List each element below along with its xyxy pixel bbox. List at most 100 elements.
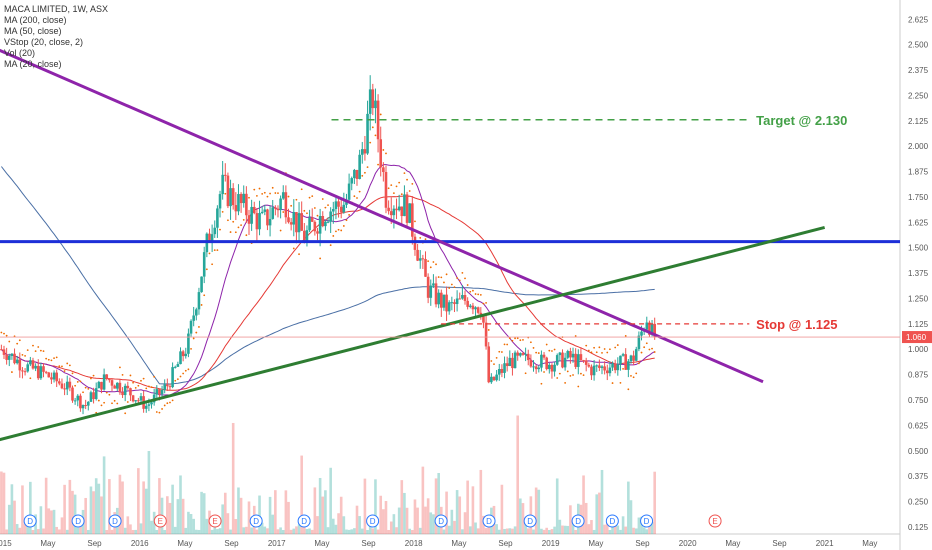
volume-bar — [274, 490, 277, 534]
candle-body — [324, 221, 327, 227]
candle-body — [421, 258, 425, 260]
chart-legend: MACA LIMITED, 1W, ASX MA (200, close) MA… — [4, 4, 108, 70]
volume-bar — [411, 529, 414, 534]
candle-body — [129, 388, 132, 396]
vstop-dot — [548, 349, 551, 352]
volume-bar — [97, 483, 101, 534]
volume-bar — [466, 480, 469, 534]
vstop-dot — [266, 195, 269, 198]
candle-body — [39, 366, 43, 379]
vstop-dot — [387, 187, 390, 190]
candle-body — [384, 172, 388, 208]
vstop-dot — [522, 339, 524, 341]
vstop-dot — [461, 271, 464, 274]
vstop-dot — [635, 372, 638, 375]
candle-body — [434, 283, 438, 305]
vstop-dot — [92, 374, 95, 377]
candle-body — [55, 372, 58, 382]
candle-body — [266, 209, 269, 226]
vstop-dot — [303, 209, 306, 212]
candle-body — [221, 174, 224, 195]
vstop-dot — [450, 283, 453, 286]
volume-bar — [611, 525, 614, 534]
vstop-dot — [308, 196, 311, 199]
candle-body — [516, 352, 520, 356]
vstop-dot — [147, 385, 150, 388]
vstop-dot — [377, 163, 379, 166]
volume-bar — [648, 520, 651, 534]
candle-body — [608, 367, 612, 374]
vstop-dot — [543, 371, 545, 373]
candle-body — [492, 376, 496, 381]
volume-bar — [463, 512, 467, 534]
vstop-dot — [440, 276, 443, 279]
volume-bar — [482, 515, 485, 534]
event-marker-label: E — [158, 517, 163, 526]
candle-body — [213, 227, 217, 235]
volume-bar — [632, 527, 635, 534]
volume-bar — [129, 524, 132, 534]
volume-bar — [389, 521, 393, 534]
vstop-dot — [90, 377, 92, 380]
vstop-dot — [74, 384, 77, 387]
candle-body — [65, 381, 69, 390]
candle-body — [192, 315, 195, 321]
candle-body — [334, 201, 338, 209]
candle-body — [621, 354, 625, 356]
candle-body — [350, 178, 354, 184]
candle-body — [574, 353, 577, 367]
candle-body — [63, 388, 66, 390]
candle-body — [468, 305, 472, 307]
volume-bar — [55, 526, 58, 534]
candle-body — [487, 346, 491, 383]
candle-body — [197, 292, 201, 310]
candle-body — [450, 302, 454, 304]
vstop-dot — [195, 331, 198, 334]
volume-bar — [500, 484, 504, 534]
vstop-dot — [182, 372, 185, 375]
vstop-dot — [76, 381, 79, 383]
candle-body — [7, 355, 11, 360]
vstop-dot — [342, 225, 345, 227]
vstop-dot — [66, 362, 69, 365]
volume-bar — [155, 529, 159, 534]
vstop-dot — [216, 249, 219, 252]
vstop-dot — [482, 302, 485, 305]
candle-body — [181, 351, 185, 357]
volume-bar — [563, 525, 567, 534]
vstop-dot — [529, 341, 532, 344]
y-tick-label: 1.875 — [908, 168, 929, 177]
vstop-dot — [39, 349, 42, 352]
candle-body — [260, 211, 264, 214]
x-tick-label: May — [40, 539, 55, 548]
candle-body — [347, 183, 351, 200]
volume-bar — [31, 529, 35, 534]
volume-bar — [537, 489, 541, 534]
x-tick-label: 2019 — [542, 539, 560, 548]
vstop-dot — [500, 351, 503, 353]
vstop-dot — [200, 304, 203, 306]
vstop-dot — [577, 385, 580, 388]
volume-bar — [566, 525, 570, 534]
candle-body — [52, 372, 56, 380]
x-tick-label: 2021 — [816, 539, 834, 548]
candle-body — [337, 201, 340, 207]
x-tick-label: Sep — [498, 539, 513, 548]
vstop-dot — [287, 195, 290, 198]
candle-body — [189, 320, 193, 334]
candle-body — [110, 380, 114, 386]
volume-bar — [450, 509, 454, 534]
volume-bar — [329, 467, 332, 534]
vstop-dot — [126, 401, 129, 403]
vstop-dot — [290, 204, 293, 207]
volume-bar — [271, 514, 275, 534]
volume-bar — [126, 516, 130, 534]
volume-bar — [453, 520, 456, 534]
candle-body — [453, 302, 456, 305]
volume-bar — [642, 527, 646, 534]
candle-body — [21, 370, 24, 372]
candle-body — [5, 354, 8, 360]
candle-body — [424, 259, 427, 277]
volume-bar — [300, 455, 303, 534]
